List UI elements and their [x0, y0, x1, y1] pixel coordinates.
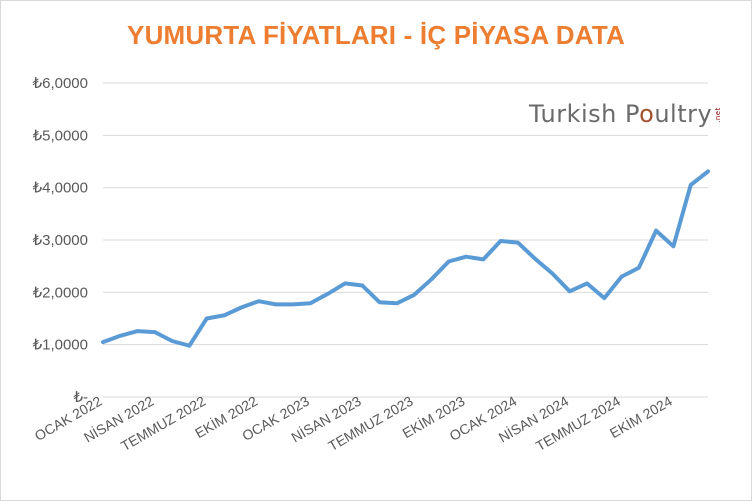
data-point [239, 306, 243, 310]
data-point [516, 241, 520, 245]
data-point [395, 301, 399, 305]
y-tick-label: ₺3,0000 [33, 232, 88, 249]
y-tick-label: ₺2,0000 [33, 284, 88, 301]
data-point [360, 284, 364, 288]
data-point [689, 183, 693, 187]
data-point [585, 281, 589, 285]
data-point [568, 289, 572, 293]
data-point [602, 296, 606, 300]
y-tick-label: ₺1,0000 [33, 337, 88, 354]
turkish-poultry-logo: Turkish Poultry .net [529, 100, 726, 128]
series-line [101, 169, 710, 348]
data-point [118, 334, 122, 338]
y-tick-label: ₺4,0000 [33, 180, 88, 197]
data-point [550, 271, 554, 275]
logo-text-a: Turkish P [529, 100, 640, 128]
data-point [412, 293, 416, 297]
y-tick-label: ₺6,0000 [33, 75, 88, 92]
data-point [706, 169, 710, 173]
data-point [257, 299, 261, 303]
logo-text-o: o [639, 100, 655, 128]
data-point [153, 330, 157, 334]
data-point [429, 277, 433, 281]
y-axis: ₺- ₺1,0000 ₺2,0000 ₺3,0000 ₺4,0000 ₺5,0000 ₺6,… [33, 75, 88, 406]
data-point [620, 275, 624, 279]
data-point [343, 281, 347, 285]
series-layer [101, 169, 710, 348]
data-point [308, 301, 312, 305]
data-point [464, 255, 468, 259]
data-point [101, 340, 105, 344]
y-tick-label: ₺- [73, 389, 88, 406]
data-point [671, 244, 675, 248]
data-point [481, 257, 485, 261]
logo-text-b: ultry [654, 100, 713, 128]
data-point [187, 344, 191, 348]
data-point [222, 313, 226, 317]
data-point [447, 259, 451, 263]
data-point [136, 329, 140, 333]
data-point [637, 266, 641, 270]
data-point [533, 257, 537, 261]
data-point [205, 317, 209, 320]
data-point [654, 229, 658, 233]
y-tick-label: ₺5,0000 [33, 127, 88, 144]
data-point [274, 302, 278, 306]
data-point [170, 339, 174, 343]
data-point [291, 302, 295, 306]
data-point [378, 300, 382, 304]
data-point [499, 239, 503, 243]
data-point [326, 292, 330, 296]
chart-title: YUMURTA FİYATLARI - İÇ PİYASA DATA [127, 20, 625, 50]
gridlines [103, 82, 708, 398]
